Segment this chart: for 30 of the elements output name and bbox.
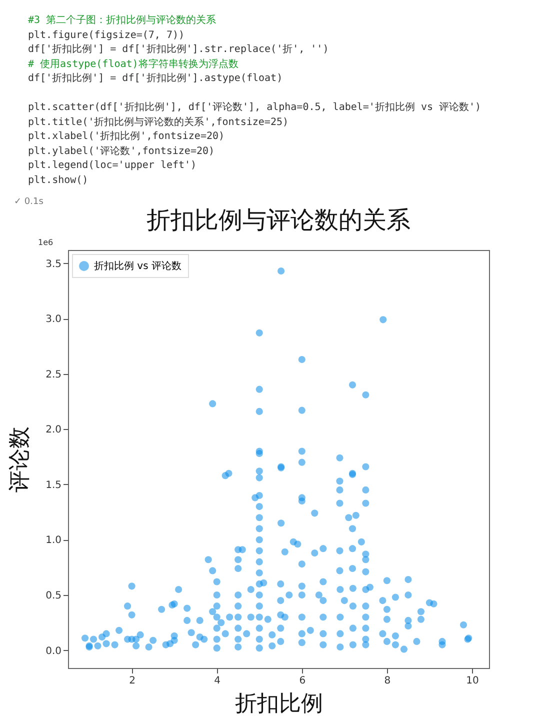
text: plt.show() bbox=[28, 174, 90, 188]
text: plt.title('折扣比例与评论数的关系',fontsize=25) bbox=[28, 116, 290, 130]
text: plt.xlabel('折扣比例',fontsize=20) bbox=[28, 130, 226, 144]
chart-title: 折扣比例与评论数的关系 bbox=[146, 206, 410, 234]
y-tick-label: 0.5 bbox=[46, 590, 62, 602]
x-tick-label: 4 bbox=[214, 676, 221, 686]
y-tick-label: 2.5 bbox=[46, 369, 62, 380]
y-tick-label: 2.0 bbox=[46, 424, 62, 436]
text: #3 第二个子图：折扣比例与评论数的关系 bbox=[28, 14, 218, 28]
y-tick-label: 0.0 bbox=[46, 646, 62, 657]
y-tick-label: 1.0 bbox=[46, 535, 62, 546]
text: 1e6 bbox=[38, 238, 54, 247]
y-tick-label: 1.5 bbox=[46, 480, 62, 491]
legend-label: 折扣比例 vs 评论数 bbox=[94, 260, 182, 272]
text: plt.scatter(df['折扣比例'], df['评论数'], alpha=0.5, label='折扣比例 vs 评论数') bbox=[28, 100, 482, 115]
y-axis-title: 评论数 bbox=[8, 426, 33, 492]
y-tick-label: 3.0 bbox=[46, 314, 62, 326]
text: df['折扣比例'] = df['折扣比例'].astype(float) bbox=[28, 72, 284, 86]
text: plt.figure(figsize=(7, 7)) bbox=[28, 28, 186, 43]
x-axis-title: 折扣比例 bbox=[235, 692, 323, 716]
x-tick-label: 8 bbox=[384, 676, 391, 686]
x-tick-label: 2 bbox=[129, 676, 136, 686]
text: df['折扣比例'] = df['折扣比例'].str.replace('折', '') bbox=[28, 43, 330, 58]
y-tick-label: 3.5 bbox=[46, 258, 62, 270]
x-tick-label: 6 bbox=[299, 676, 306, 686]
text: plt.legend(loc='upper left') bbox=[28, 159, 198, 174]
x-tick-label: 10 bbox=[466, 676, 479, 686]
text: ✓ 0.1s bbox=[14, 196, 44, 207]
text: # 使用astype(float)将字符串转换为浮点数 bbox=[28, 58, 240, 72]
text: plt.ylabel('评论数',fontsize=20) bbox=[28, 144, 216, 159]
